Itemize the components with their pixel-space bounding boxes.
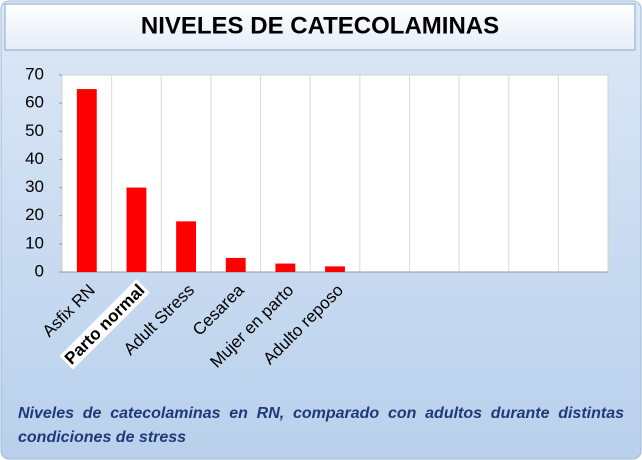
bar	[76, 89, 97, 272]
label-highlight	[59, 279, 150, 370]
plot-area	[61, 74, 609, 273]
y-tick-label: 40	[25, 149, 44, 168]
bar	[225, 257, 246, 272]
y-tick-label: 10	[25, 233, 44, 252]
y-tick-label: 50	[25, 121, 44, 140]
y-tick-label: 70	[25, 64, 44, 83]
y-tick-label: 20	[25, 205, 44, 224]
chart-title: NIVELES DE CATECOLAMINAS	[141, 12, 499, 39]
y-tick-label: 0	[35, 261, 44, 280]
bar	[176, 221, 197, 272]
title-box	[4, 3, 636, 51]
caption: Niveles de catecolaminas en RN, comparad…	[18, 405, 624, 446]
y-tick-label: 30	[25, 177, 44, 196]
bar	[275, 263, 296, 272]
bar	[325, 266, 345, 272]
bar	[126, 187, 147, 272]
y-tick-label: 60	[25, 93, 44, 112]
